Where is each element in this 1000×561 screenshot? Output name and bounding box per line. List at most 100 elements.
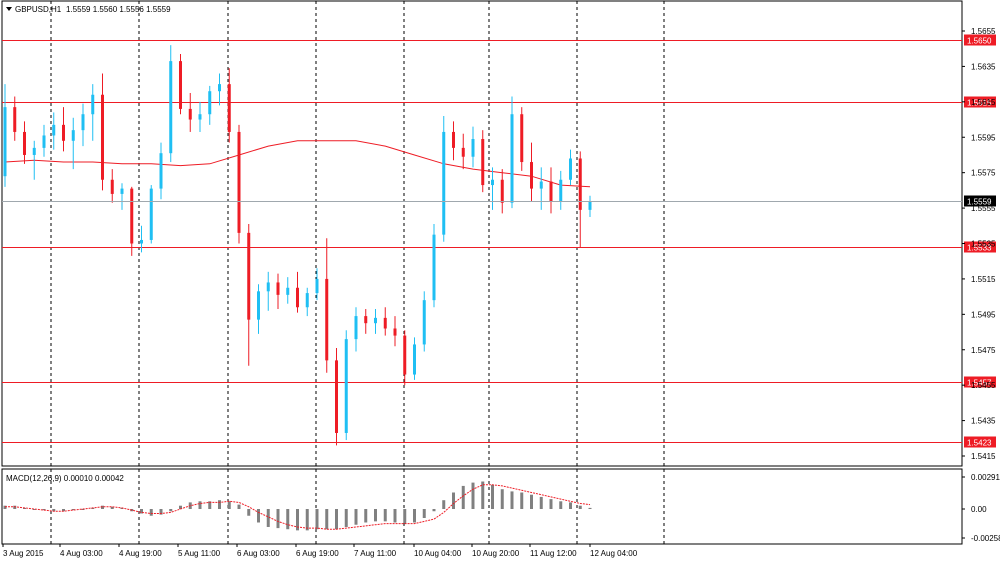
candle-21	[208, 85, 212, 125]
macd-bar-56	[549, 499, 553, 509]
macd-bar-51	[500, 489, 504, 509]
macd-bar-5	[52, 509, 56, 512]
candle-body-12	[120, 188, 124, 194]
macd-bar-15	[149, 509, 153, 516]
macd-bar-46	[452, 492, 455, 509]
macd-bar-49	[481, 481, 485, 509]
candle-35	[344, 330, 348, 441]
candle-body-57	[559, 179, 563, 201]
macd-bar-3	[32, 509, 36, 510]
candle-16	[159, 142, 163, 200]
candle-body-44	[432, 234, 436, 301]
main-chart-frame[interactable]	[1, 0, 963, 467]
macd-bar-31	[305, 509, 309, 531]
candle-body-56	[549, 181, 553, 201]
time-tick-label-6: 7 Aug 11:00	[354, 549, 397, 558]
candle-38	[374, 309, 377, 334]
candle-body-16	[159, 153, 163, 189]
candle-5	[52, 112, 56, 150]
level-tag-4	[964, 436, 996, 448]
macd-bar-20	[198, 501, 202, 509]
candle-body-4	[42, 135, 46, 148]
vertical-gridlines	[50, 1, 665, 544]
candle-3	[32, 140, 36, 180]
candle-body-54	[530, 162, 533, 189]
candle-body-29	[286, 287, 290, 295]
candle-28	[276, 273, 280, 310]
candle-27	[266, 271, 270, 311]
chart-menu-triangle-icon[interactable]	[6, 7, 12, 11]
macd-bar-54	[530, 494, 533, 509]
time-tick-label-3: 5 Aug 11:00	[178, 549, 221, 558]
level-tag-text-1: 1.5615	[967, 99, 992, 108]
candle-48	[471, 126, 475, 168]
horizontal-levels[interactable]: 1.5650 1.5615 1.5533 1.5457 1.5423	[2, 34, 996, 448]
candle-body-5	[52, 124, 56, 136]
macd-axis: 0.00291 0.00 -0.00258	[962, 473, 1000, 543]
candle-body-48	[471, 139, 475, 157]
candle-body-11	[110, 179, 114, 194]
candle-body-26	[257, 291, 260, 320]
candle-body-1	[13, 107, 17, 132]
time-axis[interactable]: 3 Aug 2015 4 Aug 03:00 4 Aug 19:00 5 Aug 11…	[2, 544, 638, 558]
candlestick-series	[3, 45, 592, 446]
macd-bar-24	[237, 504, 241, 509]
level-tag-text-0: 1.5650	[967, 37, 992, 46]
level-tag-3	[964, 376, 996, 388]
candle-52	[510, 96, 514, 209]
macd-bar-52	[510, 491, 514, 509]
macd-bar-47	[461, 485, 465, 509]
macd-bar-32	[315, 509, 319, 530]
price-tick-label-5: 1.5555	[971, 204, 996, 213]
macd-bar-11	[110, 506, 114, 509]
macd-bar-18	[179, 505, 182, 509]
candle-body-37	[364, 316, 368, 324]
candle-18	[179, 54, 182, 115]
candle-body-14	[140, 239, 143, 244]
candle-body-39	[383, 317, 387, 329]
candle-31	[305, 287, 309, 317]
current-price-tag	[964, 195, 996, 207]
candle-45	[442, 116, 446, 242]
candle-body-3	[32, 147, 36, 155]
level-tag-text-3: 1.5457	[967, 379, 992, 388]
macd-bar-53	[520, 492, 524, 509]
candle-body-9	[91, 94, 95, 115]
macd-bar-27	[266, 509, 270, 527]
candle-body-35	[344, 339, 348, 433]
price-tick-label-12: 1.5415	[971, 452, 996, 461]
price-axis[interactable]: 1.56551.56351.56151.55951.55751.55551.55…	[962, 27, 996, 461]
macd-bar-50	[491, 484, 494, 509]
candle-9	[91, 84, 95, 141]
candle-body-24	[237, 131, 241, 233]
macd-bar-43	[422, 509, 426, 518]
price-tick-label-6: 1.5535	[971, 240, 996, 249]
candle-body-19	[188, 108, 192, 120]
macd-bar-6	[62, 509, 65, 512]
macd-bar-55	[539, 496, 543, 509]
time-tick-label-1: 4 Aug 03:00	[60, 549, 103, 558]
level-tag-text-2: 1.5533	[967, 244, 992, 253]
candle-body-8	[81, 114, 85, 131]
candle-10	[101, 73, 104, 191]
candle-body-42	[413, 344, 416, 375]
macd-bar-45	[442, 500, 446, 509]
ohlc-readout: 1.5559 1.5560 1.5556 1.5559	[66, 5, 171, 14]
candle-6	[62, 107, 65, 152]
candle-33	[325, 238, 329, 373]
macd-bar-48	[471, 482, 475, 509]
candle-body-27	[266, 282, 270, 292]
macd-bar-0	[3, 505, 7, 509]
candle-body-49	[481, 139, 485, 186]
candle-body-30	[296, 287, 299, 308]
macd-bar-57	[559, 501, 563, 509]
level-tag-0	[964, 34, 996, 46]
candle-1	[13, 96, 17, 141]
candle-58	[569, 149, 572, 186]
macd-bar-42	[413, 509, 416, 523]
macd-bar-4	[42, 509, 46, 511]
candle-36	[354, 307, 358, 352]
candle-body-46	[452, 131, 455, 148]
candle-49	[481, 130, 485, 193]
